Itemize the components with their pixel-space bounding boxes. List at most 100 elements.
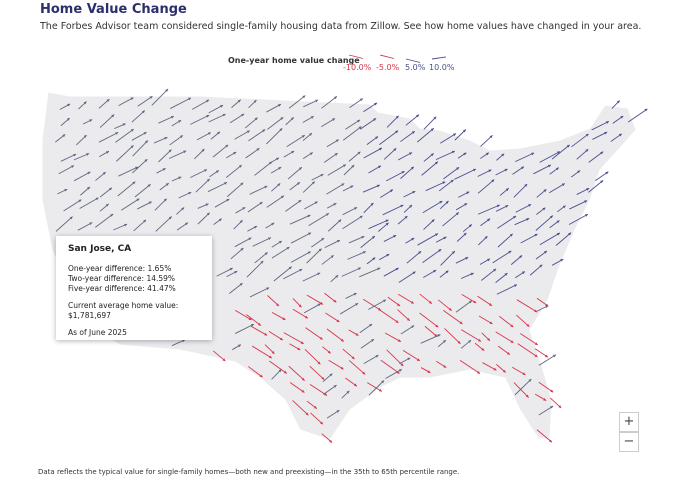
arrow bbox=[620, 116, 624, 119]
arrow bbox=[466, 191, 470, 195]
arrow bbox=[302, 181, 316, 193]
arrow bbox=[627, 108, 648, 123]
zoom-in[interactable]: + bbox=[619, 412, 639, 432]
arrow bbox=[248, 237, 252, 241]
arrow bbox=[409, 152, 413, 156]
arrow bbox=[357, 151, 361, 155]
arrow bbox=[130, 145, 134, 149]
arrow bbox=[145, 140, 148, 144]
arrow bbox=[348, 235, 365, 244]
arrow bbox=[326, 328, 345, 342]
arrow bbox=[400, 204, 404, 208]
arrow bbox=[118, 166, 139, 177]
arrow bbox=[253, 100, 257, 103]
arrow bbox=[501, 153, 505, 157]
arrow bbox=[296, 182, 300, 186]
arrow bbox=[505, 188, 509, 192]
arrow bbox=[491, 179, 495, 183]
arrow bbox=[260, 260, 264, 264]
arrow bbox=[143, 132, 147, 135]
arrow bbox=[187, 97, 191, 101]
arrow bbox=[73, 171, 91, 182]
arrow bbox=[584, 214, 588, 217]
arrow bbox=[362, 184, 380, 193]
arrow bbox=[336, 240, 340, 243]
arrow bbox=[440, 133, 457, 144]
arrow bbox=[135, 166, 139, 170]
arrow bbox=[141, 110, 145, 114]
arrow bbox=[134, 183, 151, 198]
arrow bbox=[321, 376, 325, 380]
arrow bbox=[89, 119, 93, 122]
arrow bbox=[339, 302, 359, 315]
arrow bbox=[457, 340, 461, 344]
arrow bbox=[438, 299, 452, 312]
arrow bbox=[395, 115, 399, 119]
arrow bbox=[289, 382, 305, 393]
arrow bbox=[439, 201, 443, 204]
arrow bbox=[358, 126, 362, 130]
arrow bbox=[517, 343, 538, 358]
arrow bbox=[252, 237, 272, 247]
arrow bbox=[314, 201, 318, 205]
arrow bbox=[397, 303, 401, 306]
arrow bbox=[520, 166, 524, 170]
arrow bbox=[470, 272, 474, 276]
arrow bbox=[600, 151, 604, 155]
arrow bbox=[516, 314, 530, 327]
arrow bbox=[329, 373, 333, 377]
arrow bbox=[324, 239, 341, 249]
arrow bbox=[412, 271, 416, 275]
arrow bbox=[229, 282, 243, 294]
arrow bbox=[246, 260, 264, 278]
arrow bbox=[69, 216, 73, 220]
arrow bbox=[442, 212, 460, 227]
arrow bbox=[571, 133, 589, 148]
arrow bbox=[190, 114, 210, 125]
tooltip-line: One-year difference: 1.65% bbox=[68, 264, 172, 273]
arrow bbox=[363, 147, 383, 159]
arrow bbox=[291, 151, 295, 154]
arrow bbox=[497, 215, 517, 229]
arrow bbox=[495, 331, 514, 344]
arrow bbox=[308, 212, 330, 227]
arrow bbox=[83, 135, 87, 138]
arrow bbox=[190, 169, 208, 178]
arrow bbox=[368, 219, 389, 230]
arrow bbox=[351, 165, 355, 168]
arrow bbox=[324, 392, 328, 396]
arrow bbox=[605, 171, 609, 175]
arrow bbox=[165, 88, 169, 92]
arrow bbox=[130, 129, 134, 132]
arrow bbox=[154, 198, 168, 211]
arrow bbox=[208, 104, 224, 114]
arrow bbox=[478, 338, 482, 342]
arrow bbox=[569, 200, 588, 210]
arrow bbox=[309, 152, 313, 156]
arrow bbox=[585, 149, 589, 153]
arrow bbox=[360, 235, 376, 248]
legend-label: 10.0% bbox=[429, 63, 455, 72]
arrow bbox=[207, 182, 228, 193]
arrow bbox=[345, 119, 361, 130]
arrow bbox=[218, 218, 222, 222]
arrow bbox=[363, 102, 378, 113]
arrow bbox=[418, 251, 422, 255]
arrow bbox=[406, 317, 410, 321]
arrow bbox=[155, 216, 172, 232]
arrow bbox=[367, 382, 383, 392]
arrow bbox=[534, 342, 538, 345]
arrow bbox=[504, 168, 508, 172]
arrow bbox=[412, 191, 416, 194]
arrow bbox=[350, 185, 354, 189]
arrow bbox=[425, 181, 446, 192]
arrow bbox=[591, 120, 610, 131]
arrow bbox=[386, 254, 390, 257]
zoom-out[interactable]: − bbox=[619, 432, 639, 452]
legend-label: -5.0% bbox=[376, 63, 400, 72]
arrow bbox=[268, 330, 284, 341]
arrow bbox=[333, 299, 337, 303]
arrow bbox=[229, 267, 233, 271]
arrow bbox=[240, 182, 244, 186]
arrow bbox=[226, 199, 230, 202]
